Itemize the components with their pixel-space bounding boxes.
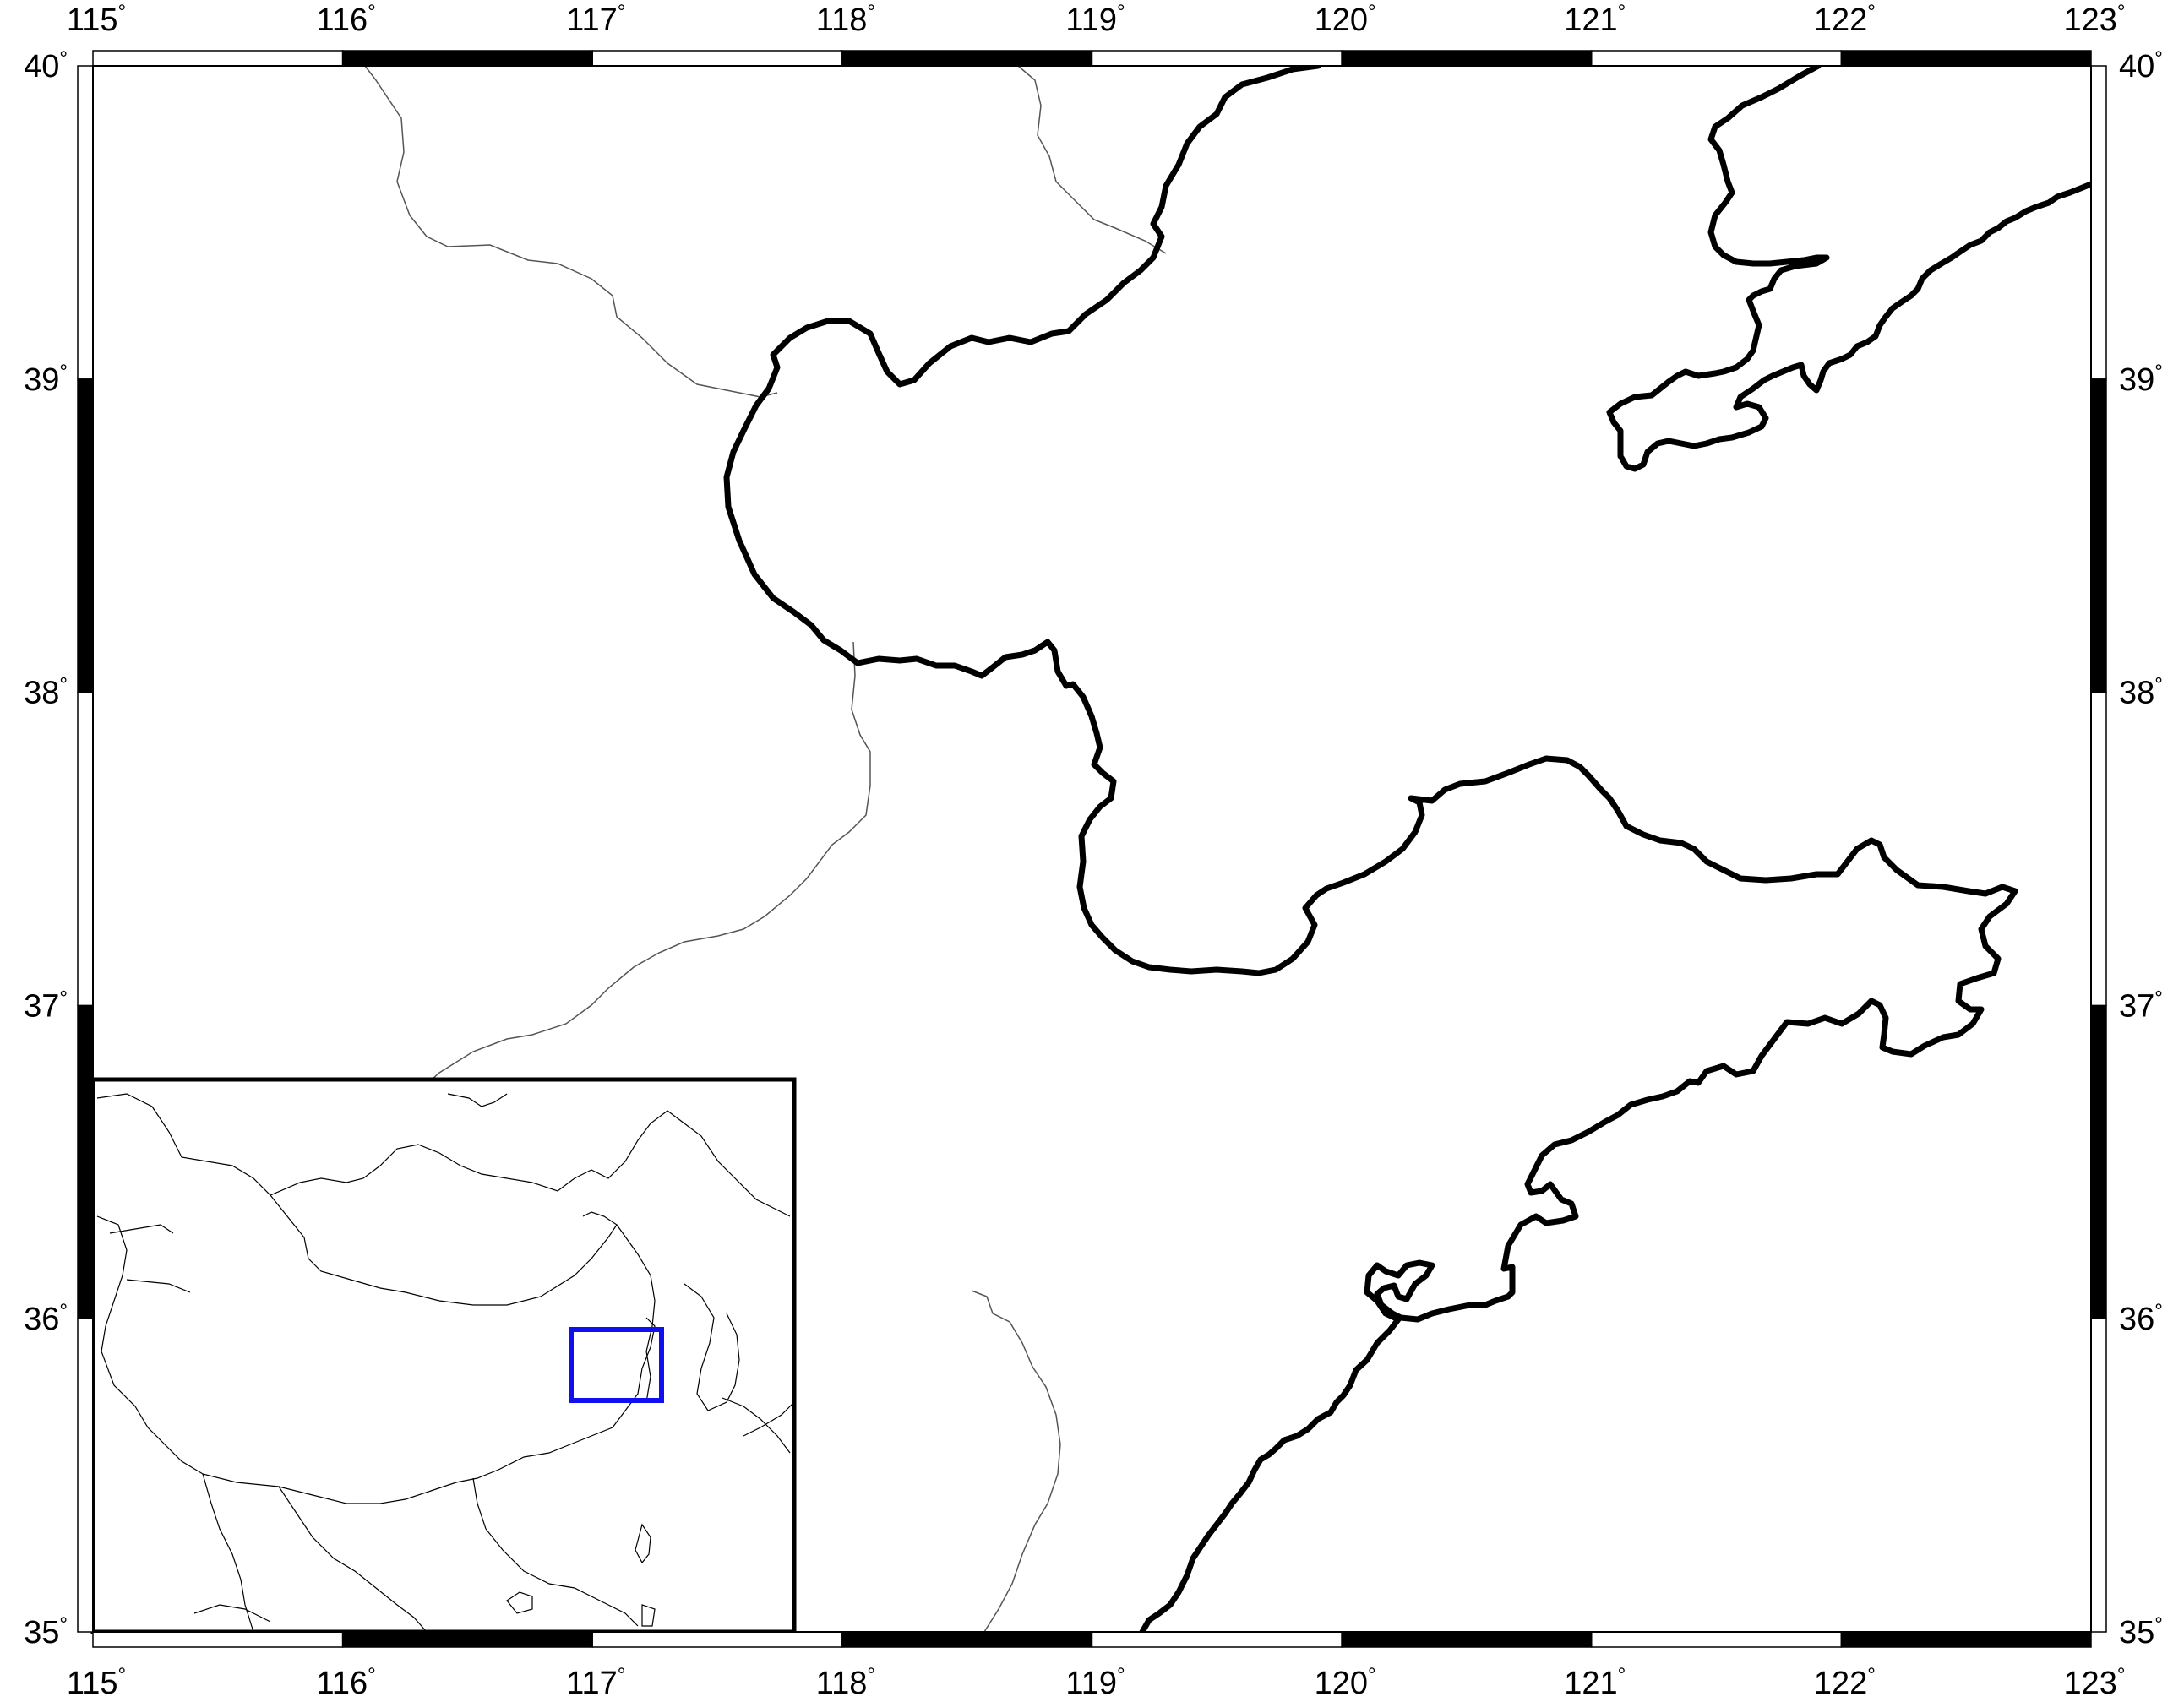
lon-tick-label-top: 121° — [1564, 1, 1626, 38]
frame-segment-top — [591, 50, 843, 67]
lon-tick-label-top: 115° — [67, 1, 126, 38]
frame-segment-top — [1091, 50, 1343, 67]
tick-labels: 115° 115° 116° 116° 117° 117° 118° 118° 119° 119°… — [24, 1, 2163, 1701]
lon-tick-label-bottom: 117° — [566, 1664, 625, 1701]
inset-borders — [96, 1093, 795, 1633]
lon-tick-label-top: 122° — [1814, 1, 1876, 38]
frame-segment-bottom — [591, 1631, 843, 1648]
coastline-bohai-west — [723, 63, 2018, 1635]
lat-tick-label-right: 40° — [2119, 47, 2163, 84]
frame-segment-right — [2090, 1004, 2107, 1319]
lat-tick-label-left: 37° — [24, 987, 68, 1024]
frame-segment-left — [77, 378, 94, 693]
lon-tick-label-top: 118° — [816, 1, 875, 38]
lon-tick-label-bottom: 115° — [67, 1664, 126, 1701]
map-frame — [77, 50, 2107, 1648]
frame-segment-left — [77, 1318, 94, 1633]
frame-segment-top — [841, 50, 1093, 67]
lon-tick-label-bottom: 118° — [816, 1664, 875, 1701]
lon-tick-label-bottom: 120° — [1315, 1664, 1376, 1701]
lon-tick-label-bottom: 119° — [1065, 1664, 1125, 1701]
lon-tick-label-bottom: 116° — [317, 1664, 376, 1701]
frame-segment-right — [2090, 1318, 2107, 1633]
lon-tick-label-top: 119° — [1065, 1, 1125, 38]
lat-tick-label-left: 35° — [24, 1613, 68, 1650]
lat-tick-label-right: 38° — [2119, 674, 2163, 711]
lon-tick-label-top: 123° — [2063, 1, 2125, 38]
frame-segment-top — [1840, 50, 2092, 67]
inset-map — [90, 1077, 797, 1634]
lon-tick-label-top: 116° — [317, 1, 376, 38]
lat-tick-label-left: 38° — [24, 674, 68, 711]
frame-segment-top — [1341, 50, 1593, 67]
frame-segment-bottom — [1341, 1631, 1593, 1648]
lon-tick-label-bottom: 122° — [1814, 1664, 1876, 1701]
frame-segment-left — [77, 65, 94, 380]
frame-segment-right — [2090, 378, 2107, 693]
lat-tick-label-right: 36° — [2119, 1300, 2163, 1337]
frame-segment-top — [341, 50, 593, 67]
lat-tick-label-right: 39° — [2119, 361, 2163, 398]
coastline-liaodong — [1606, 63, 2094, 472]
lat-tick-label-left: 40° — [24, 47, 68, 84]
frame-segment-bottom — [341, 1631, 593, 1648]
frame-segment-left — [77, 691, 94, 1007]
frame-segment-top — [92, 50, 344, 67]
frame-segment-bottom — [92, 1631, 344, 1648]
lat-tick-label-right: 35° — [2119, 1613, 2163, 1650]
frame-segment-bottom — [1591, 1631, 1843, 1648]
lon-tick-label-bottom: 123° — [2063, 1664, 2125, 1701]
frame-segment-bottom — [841, 1631, 1093, 1648]
lat-tick-label-right: 37° — [2119, 987, 2163, 1024]
frame-segment-left — [77, 1004, 94, 1319]
lon-tick-label-bottom: 121° — [1564, 1664, 1626, 1701]
inset-region-box — [569, 1327, 664, 1403]
lon-tick-label-top: 120° — [1315, 1, 1376, 38]
frame-border — [92, 65, 2092, 1633]
lat-tick-label-left: 39° — [24, 361, 68, 398]
coastline — [723, 63, 2094, 1635]
lon-tick-label-top: 117° — [566, 1, 625, 38]
frame-segment-bottom — [1840, 1631, 2092, 1648]
frame-segment-bottom — [1091, 1631, 1343, 1648]
frame-segment-right — [2090, 691, 2107, 1007]
frame-segment-top — [1591, 50, 1843, 67]
lat-tick-label-left: 36° — [24, 1300, 68, 1337]
frame-segment-right — [2090, 65, 2107, 380]
